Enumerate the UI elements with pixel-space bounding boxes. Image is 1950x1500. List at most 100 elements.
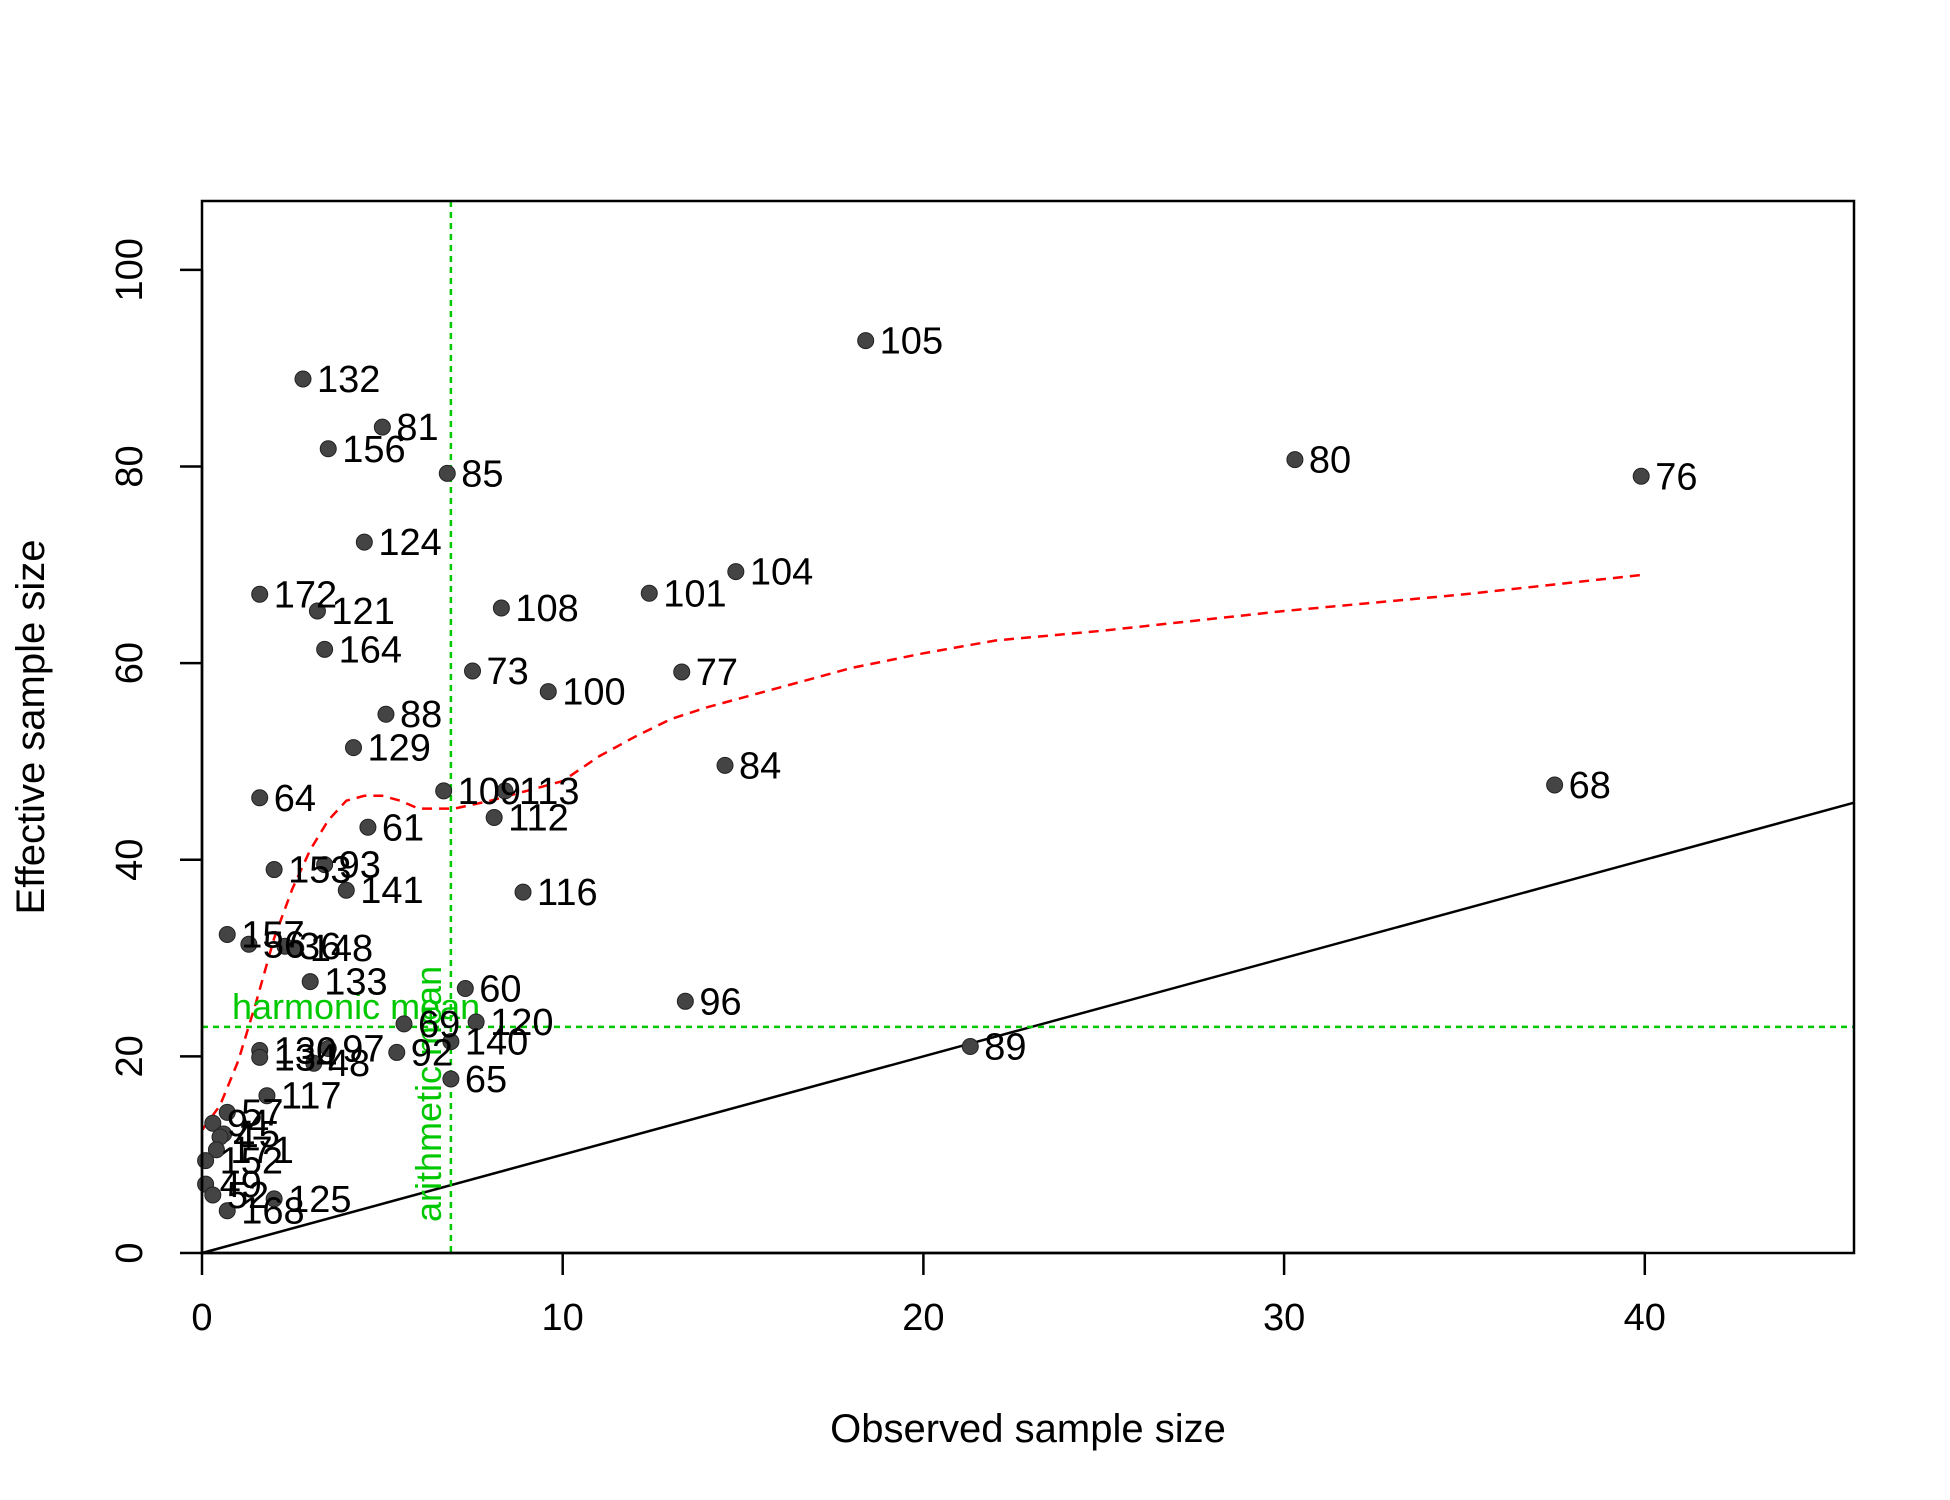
point-label: 73 [487, 651, 529, 693]
data-point [727, 563, 745, 581]
data-point [337, 881, 355, 899]
data-point [265, 861, 283, 879]
data-point [344, 739, 362, 757]
point-label: 121 [331, 591, 394, 633]
point-label: 80 [1309, 440, 1351, 482]
y-axis: 0 20 40 60 80 100 [109, 238, 204, 1264]
data-point [319, 440, 337, 458]
data-point [308, 602, 326, 620]
data-point [355, 533, 373, 551]
data-point [961, 1038, 979, 1056]
x-tick-label: 20 [902, 1297, 944, 1339]
data-point [539, 683, 557, 701]
point-label: 4 [234, 1117, 255, 1159]
point-label: 113 [519, 771, 580, 813]
data-point [204, 1186, 222, 1204]
data-point [464, 662, 482, 680]
y-tick-label: 80 [109, 445, 151, 487]
data-point [467, 1013, 485, 1031]
data-point [287, 939, 305, 957]
data-point [316, 640, 334, 658]
data-point [640, 584, 658, 602]
data-point [1546, 776, 1564, 794]
point-label: 117 [281, 1076, 342, 1118]
point-label: 133 [324, 962, 387, 1004]
point-label: 132 [317, 359, 380, 401]
trend-line-layer [200, 573, 1645, 1131]
trend-line [200, 573, 1645, 1131]
data-point [301, 973, 319, 991]
point-label: 56 [263, 924, 305, 966]
data-point [1632, 467, 1650, 485]
data-point [251, 585, 269, 603]
data-point [442, 1033, 460, 1051]
point-label: 93 [339, 845, 381, 887]
point-label: 15 [238, 1114, 280, 1156]
point-label: 88 [400, 694, 442, 736]
data-point [319, 1039, 337, 1057]
point-label: 171 [230, 1130, 293, 1172]
point-label: 156 [342, 429, 405, 471]
point-label: 134 [274, 1037, 337, 1079]
point-label: 65 [465, 1059, 507, 1101]
point-label: 96 [699, 981, 741, 1023]
x-tick-label: 0 [191, 1297, 212, 1339]
point-label: 141 [360, 870, 423, 912]
data-point [442, 1070, 460, 1088]
point-label: 77 [696, 652, 738, 694]
point-label: 48 [328, 1043, 370, 1085]
point-label: 112 [508, 797, 569, 839]
point-label: 116 [537, 872, 598, 914]
data-point [1286, 451, 1304, 469]
data-point [492, 599, 510, 617]
data-point [218, 1103, 236, 1121]
y-tick-label: 40 [109, 839, 151, 881]
point-label: 129 [367, 728, 430, 770]
y-tick-label: 20 [109, 1035, 151, 1077]
point-label: 92 [411, 1032, 453, 1074]
point-label: 97 [342, 1028, 384, 1070]
point-label: 105 [880, 321, 943, 363]
point-label: 68 [1569, 765, 1611, 807]
point-label: 69 [418, 1004, 460, 1046]
data-point [388, 1043, 406, 1061]
point-label: 125 [288, 1179, 351, 1221]
point-label: 168 [241, 1191, 304, 1233]
data-point [204, 1114, 222, 1132]
point-label: 81 [396, 407, 438, 449]
y-tick-label: 0 [109, 1242, 151, 1263]
x-tick-label: 40 [1624, 1297, 1666, 1339]
point-label: 157 [241, 914, 304, 956]
data-point [240, 935, 258, 953]
point-label: 152 [220, 1141, 283, 1183]
point-label: 84 [739, 745, 781, 787]
data-point [438, 464, 456, 482]
data-point [676, 992, 694, 1010]
data-point [716, 756, 734, 774]
point-label: 101 [663, 573, 726, 615]
data-point [251, 789, 269, 807]
data-point [435, 782, 453, 800]
y-tick-label: 60 [109, 642, 151, 684]
x-axis: 0 10 20 30 40 [191, 1251, 1666, 1339]
point-label: 85 [461, 453, 503, 495]
point-label: 164 [339, 629, 402, 671]
point-label: 49 [220, 1164, 262, 1206]
point-label: 108 [515, 588, 578, 630]
data-point [673, 663, 691, 681]
point-label: 120 [490, 1002, 553, 1044]
point-label: 104 [750, 552, 813, 594]
data-point [857, 332, 875, 350]
point-label: 89 [984, 1027, 1026, 1069]
point-label: 148 [310, 928, 373, 970]
harmonic-mean-label: harmonic mean [232, 986, 480, 1027]
point-label: 124 [378, 522, 441, 564]
point-label: 100 [562, 672, 625, 714]
point-label: 60 [479, 969, 521, 1011]
data-point [395, 1015, 413, 1033]
point-label: 140 [465, 1022, 528, 1064]
data-point [377, 705, 395, 723]
data-point [265, 1190, 283, 1208]
